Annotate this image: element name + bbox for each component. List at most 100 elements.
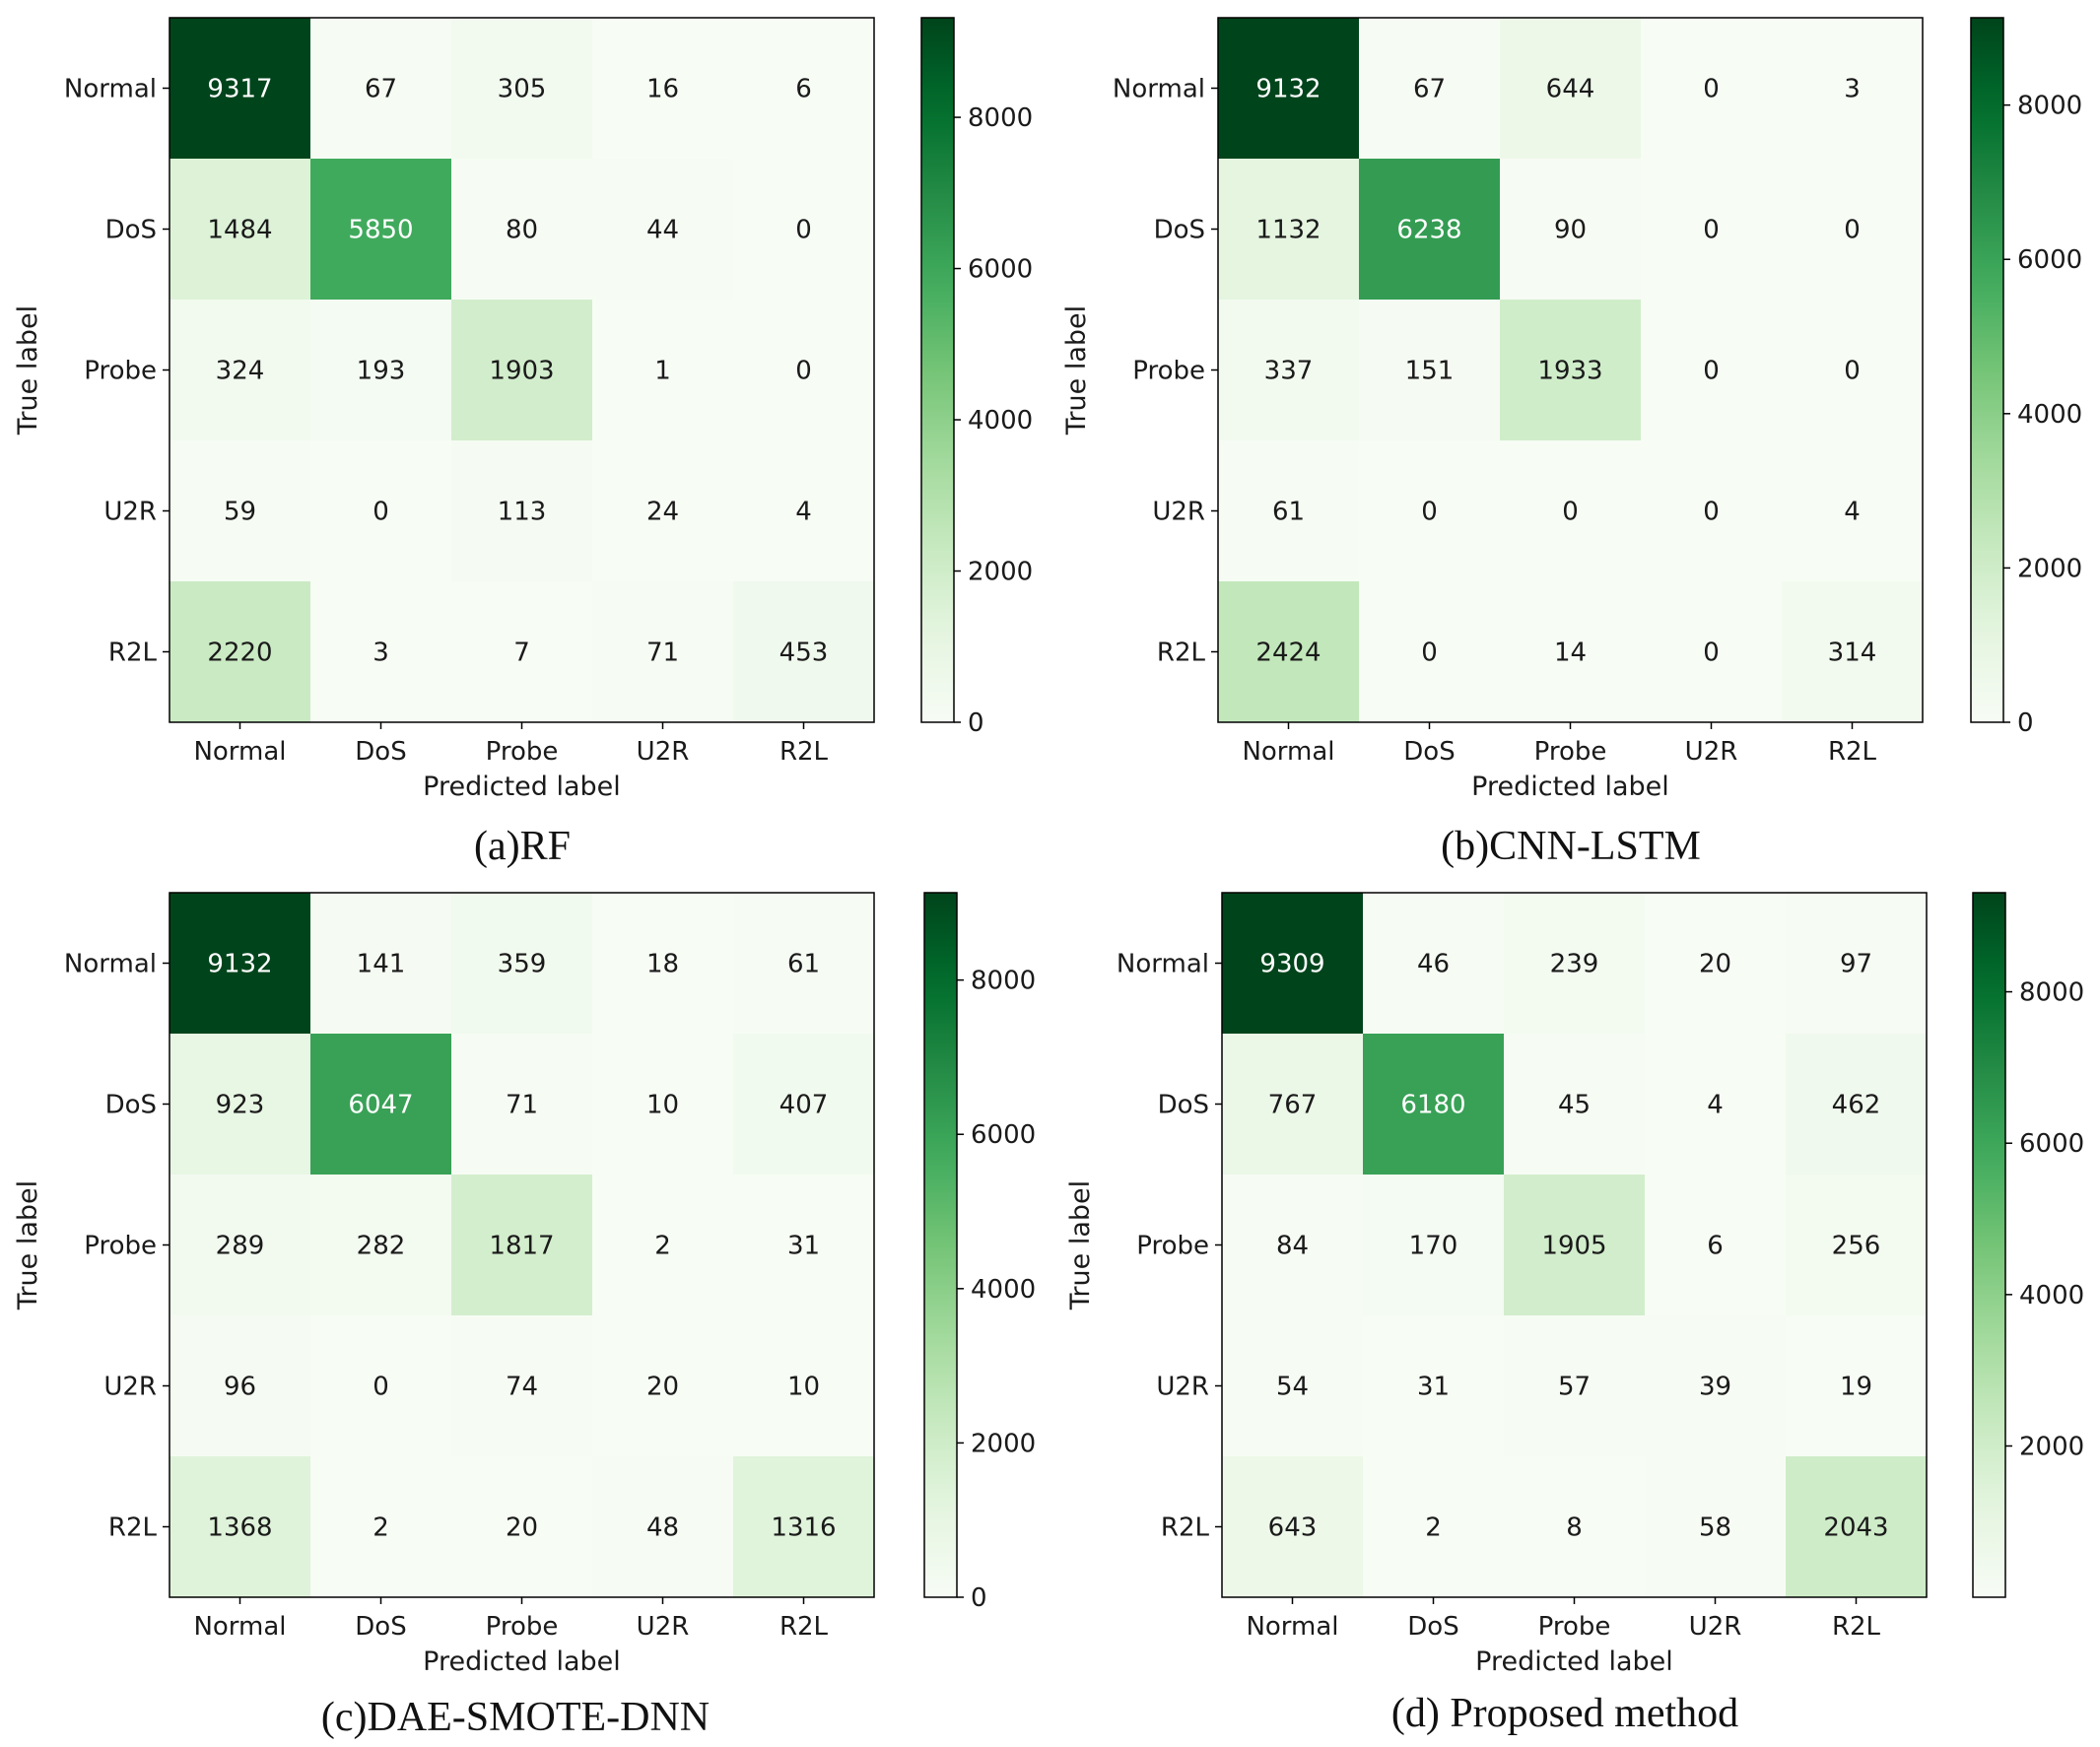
cell-value-label: 45 — [1558, 1091, 1591, 1120]
x-tick-label: Normal — [1246, 1612, 1338, 1642]
cell-R2L-Normal — [169, 1456, 310, 1597]
cell-R2L-DoS — [1359, 581, 1500, 722]
cell-value-label: 58 — [1699, 1513, 1731, 1543]
colorbar-tick-label: 8000 — [2017, 92, 2082, 121]
y-tick-label: Normal — [64, 950, 157, 979]
cell-DoS-R2L — [1786, 1034, 1927, 1175]
colorbar-tick-label: 8000 — [2019, 978, 2084, 1008]
cell-value-label: 8 — [1566, 1513, 1583, 1543]
cell-Normal-R2L — [1786, 893, 1927, 1034]
cell-value-label: 96 — [224, 1373, 256, 1402]
cell-Normal-R2L — [733, 893, 874, 1034]
colorbar — [923, 892, 958, 1598]
x-tick-label: DoS — [1403, 737, 1455, 767]
colorbar-tick-label: 6000 — [2017, 245, 2082, 275]
cell-value-label: 0 — [1703, 75, 1720, 104]
cell-R2L-U2R — [592, 1456, 733, 1597]
cell-U2R-R2L — [733, 440, 874, 581]
cell-DoS-DoS — [1359, 159, 1500, 300]
cell-Normal-U2R — [592, 893, 733, 1034]
cell-value-label: 3 — [373, 638, 389, 668]
x-tick-label: U2R — [1689, 1612, 1742, 1642]
cell-DoS-U2R — [1645, 1034, 1786, 1175]
cell-value-label: 0 — [1421, 498, 1438, 527]
cell-Normal-U2R — [1645, 893, 1786, 1034]
panel-caption: (c)DAE-SMOTE-DNN — [321, 1695, 710, 1740]
cell-value-label: 170 — [1409, 1232, 1458, 1261]
cell-value-label: 453 — [779, 638, 829, 668]
colorbar-tick-label: 2000 — [2017, 554, 2082, 583]
cell-Normal-DoS — [1359, 18, 1500, 159]
cell-value-label: 2 — [654, 1232, 671, 1261]
cell-value-label: 3 — [1844, 75, 1861, 104]
y-tick-label: DoS — [1154, 216, 1205, 245]
cell-value-label: 2424 — [1255, 638, 1321, 668]
cell-Normal-R2L — [733, 18, 874, 159]
cell-value-label: 1 — [654, 357, 671, 386]
cell-value-label: 59 — [224, 498, 256, 527]
cell-R2L-DoS — [1363, 1456, 1504, 1597]
cell-R2L-U2R — [1645, 1456, 1786, 1597]
cell-Probe-Probe — [1500, 300, 1641, 440]
x-tick-label: Probe — [486, 737, 559, 767]
y-tick-label: R2L — [1157, 638, 1206, 668]
cell-Normal-U2R — [592, 18, 733, 159]
cell-value-label: 20 — [1699, 950, 1731, 979]
cell-U2R-U2R — [592, 1315, 733, 1456]
cell-value-label: 0 — [1421, 638, 1438, 668]
cell-Probe-DoS — [1363, 1175, 1504, 1315]
cell-value-label: 0 — [1703, 638, 1720, 668]
cell-U2R-Probe — [451, 1315, 592, 1456]
cell-value-label: 9317 — [207, 75, 272, 104]
cell-value-label: 67 — [365, 75, 397, 104]
cell-Probe-U2R — [1641, 300, 1782, 440]
cell-DoS-Normal — [1222, 1034, 1363, 1175]
cell-Normal-Normal — [1218, 18, 1359, 159]
x-tick-label: DoS — [1407, 1612, 1458, 1642]
cell-DoS-DoS — [1363, 1034, 1504, 1175]
cell-value-label: 0 — [795, 216, 812, 245]
cell-value-label: 10 — [787, 1373, 820, 1402]
cell-U2R-R2L — [733, 1315, 874, 1456]
cell-DoS-R2L — [733, 159, 874, 300]
x-tick-label: R2L — [1832, 1612, 1881, 1642]
cell-value-label: 314 — [1828, 638, 1877, 668]
y-axis-label: True label — [1065, 1180, 1096, 1310]
x-tick-label: Probe — [1534, 737, 1607, 767]
x-tick-label: DoS — [355, 737, 406, 767]
cell-value-label: 324 — [216, 357, 265, 386]
cell-DoS-U2R — [592, 1034, 733, 1175]
cell-value-label: 643 — [1268, 1513, 1318, 1543]
cell-Probe-Probe — [1504, 1175, 1645, 1315]
cell-value-label: 0 — [1844, 357, 1861, 386]
colorbar-tick-label: 4000 — [2017, 400, 2082, 430]
cell-U2R-DoS — [1363, 1315, 1504, 1456]
cell-value-label: 9132 — [207, 950, 272, 979]
cell-Probe-DoS — [310, 1175, 451, 1315]
x-tick-label: R2L — [779, 1612, 829, 1642]
cell-value-label: 20 — [646, 1373, 679, 1402]
y-tick-label: U2R — [1152, 498, 1205, 527]
cell-value-label: 20 — [506, 1513, 538, 1543]
cell-value-label: 6 — [795, 75, 812, 104]
cell-value-label: 1368 — [207, 1513, 272, 1543]
cell-R2L-R2L — [733, 1456, 874, 1597]
cell-U2R-Normal — [1218, 440, 1359, 581]
cell-value-label: 0 — [1703, 357, 1720, 386]
cell-value-label: 1817 — [489, 1232, 554, 1261]
cell-Normal-DoS — [1363, 893, 1504, 1034]
cell-value-label: 6180 — [1400, 1091, 1465, 1120]
cell-value-label: 193 — [357, 357, 406, 386]
cell-Normal-DoS — [310, 893, 451, 1034]
cell-value-label: 6 — [1707, 1232, 1724, 1261]
cell-value-label: 2220 — [207, 638, 272, 668]
x-tick-label: Normal — [193, 737, 286, 767]
cell-Probe-Normal — [1222, 1175, 1363, 1315]
cell-DoS-R2L — [733, 1034, 874, 1175]
cell-Probe-R2L — [733, 1175, 874, 1315]
cell-Normal-Probe — [451, 893, 592, 1034]
cell-value-label: 5850 — [348, 216, 413, 245]
x-tick-label: DoS — [355, 1612, 406, 1642]
cell-value-label: 10 — [646, 1091, 679, 1120]
